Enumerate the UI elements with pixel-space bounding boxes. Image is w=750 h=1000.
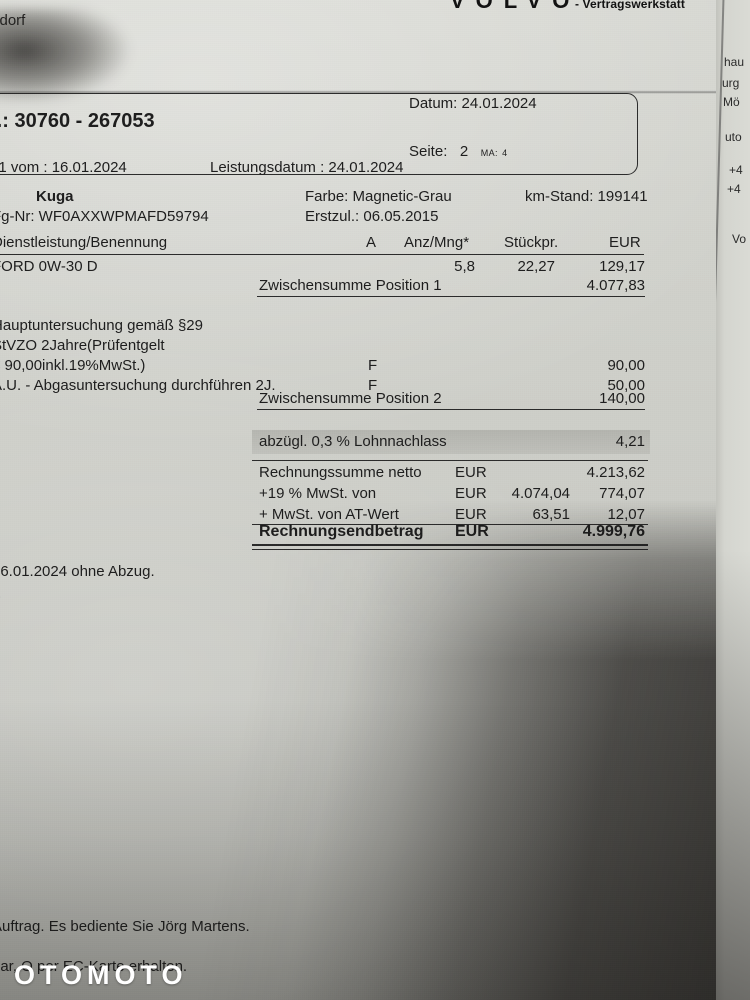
grand-total-bottom-rule-2 bbox=[252, 549, 648, 551]
vehicle-mileage-value: 199141 bbox=[597, 188, 648, 205]
column-header-currency: EUR bbox=[609, 234, 641, 251]
vehicle-color-label: Farbe: bbox=[305, 188, 349, 205]
volvo-banner-suffix: - Vertragswerkstatt bbox=[575, 0, 685, 11]
page-indicator: Seite: 2 MA: 4 bbox=[409, 143, 508, 160]
subtotal-1-rule bbox=[257, 296, 645, 298]
vehicle-mileage-label: km-Stand: bbox=[525, 188, 594, 205]
vat19-currency: EUR bbox=[455, 485, 487, 502]
vat19-label: +19 % MwSt. von bbox=[259, 485, 377, 502]
net-total-value: 4.213,62 bbox=[586, 464, 645, 481]
net-total-label: Rechnungssumme netto bbox=[259, 464, 422, 481]
ma-value: 4 bbox=[502, 148, 508, 158]
invoice-date-value: 24.01.2024 bbox=[461, 95, 537, 112]
invoice-number-label: r.: bbox=[0, 110, 9, 132]
payment-note-line-1: 26.01.2024 ohne Abzug. bbox=[0, 563, 155, 580]
adjacent-page-strip: hau urg Mö uto +4 +4 Vo bbox=[716, 0, 750, 1000]
vehicle-vin: Fg-Nr: WF0AXXWPMAFD59794 bbox=[0, 208, 209, 225]
invoice-date-label: Datum: bbox=[409, 95, 458, 112]
grand-total-label: Rechnungsendbetrag bbox=[259, 523, 424, 540]
vat-at-label: + MwSt. von AT-Wert bbox=[259, 506, 399, 523]
volvo-banner: VOLVO - Vertragswerkstatt bbox=[0, 0, 716, 16]
vat-at-currency: EUR bbox=[455, 506, 487, 523]
page-label: Seite: bbox=[409, 143, 448, 160]
payment-note-line-2: ) bbox=[0, 588, 1, 605]
vat-at-value: 12,07 bbox=[607, 506, 645, 523]
column-header-a: A bbox=[366, 234, 377, 251]
table-row: A.U. - Abgasuntersuchung durchführen 2J. bbox=[0, 377, 276, 394]
vehicle-color-value: Magnetic-Grau bbox=[352, 188, 452, 205]
discount-label: abzügl. 0,3 % Lohnnachlass bbox=[259, 433, 447, 450]
totals-top-rule bbox=[252, 460, 648, 462]
table-header-rule bbox=[0, 254, 644, 256]
column-header-unit-price: Stückpr. bbox=[504, 234, 559, 251]
vehicle-color: Farbe: Magnetic-Grau bbox=[305, 188, 452, 205]
subtotal-2-label: Zwischensumme Position 2 bbox=[259, 390, 442, 407]
vehicle-model: Kuga bbox=[36, 188, 74, 205]
table-row-amount: 90,00 bbox=[607, 357, 645, 374]
address-fragment: sdorf bbox=[0, 12, 26, 29]
table-row-desc-line2: StVZO 2Jahre(Prüfentgelt bbox=[0, 337, 165, 354]
table-row-qty: 5,8 bbox=[454, 258, 475, 275]
column-header-description: Dienstleistung/Benennung bbox=[0, 234, 168, 251]
column-header-qty: Anz/Mng* bbox=[404, 234, 470, 251]
table-row-unit-price: 22,27 bbox=[517, 258, 555, 275]
vehicle-vin-value: WF0AXXWPMAFD59794 bbox=[38, 208, 209, 225]
vat19-base: 4.074,04 bbox=[511, 485, 570, 502]
subtotal-2-value: 140,00 bbox=[599, 390, 645, 407]
order-reference: 01 vom : 16.01.2024 bbox=[0, 159, 127, 176]
table-row-amount: 129,17 bbox=[599, 258, 645, 275]
subtotal-2-rule bbox=[257, 409, 645, 411]
vehicle-first-registration-value: 06.05.2015 bbox=[363, 208, 439, 225]
invoice-date: Datum: 24.01.2024 bbox=[409, 95, 537, 112]
grand-total-bottom-rule bbox=[252, 544, 648, 546]
vat-at-base: 63,51 bbox=[532, 506, 570, 523]
vat19-value: 774,07 bbox=[599, 485, 645, 502]
net-total-currency: EUR bbox=[455, 464, 487, 481]
footer-line-1: Auftrag. Es bediente Sie Jörg Martens. bbox=[0, 918, 250, 935]
service-date: Leistungsdatum : 24.01.2024 bbox=[210, 159, 404, 176]
grand-total-value: 4.999,76 bbox=[582, 523, 645, 540]
invoice-number-value: 30760 - 267053 bbox=[14, 110, 155, 132]
volvo-wordmark: VOLVO bbox=[450, 0, 581, 13]
subtotal-1-label: Zwischensumme Position 1 bbox=[259, 277, 442, 294]
vehicle-first-registration: Erstzul.: 06.05.2015 bbox=[305, 208, 438, 225]
vehicle-mileage: km-Stand: 199141 bbox=[525, 188, 648, 205]
table-row: FORD 0W-30 D bbox=[0, 258, 98, 275]
ma-label: MA: bbox=[480, 148, 498, 158]
discount-value: 4,21 bbox=[615, 433, 645, 450]
table-row-desc-line3: € 90,00inkl.19%MwSt.) bbox=[0, 357, 146, 374]
vehicle-first-registration-label: Erstzul.: bbox=[305, 208, 360, 225]
otomoto-watermark: OTOMOTO bbox=[14, 960, 188, 990]
vehicle-vin-label: Fg-Nr: bbox=[0, 208, 35, 225]
adjacent-page-shade bbox=[716, 0, 750, 1000]
invoice-number: r.: 30760 - 267053 bbox=[0, 110, 155, 133]
subtotal-1-value: 4.077,83 bbox=[586, 277, 645, 294]
table-row-a-flag: F bbox=[368, 357, 378, 374]
page-value: 2 bbox=[459, 143, 469, 160]
table-row-desc-line1: Hauptuntersuchung gemäß §29 bbox=[0, 317, 203, 334]
grand-total-currency: EUR bbox=[455, 523, 489, 540]
